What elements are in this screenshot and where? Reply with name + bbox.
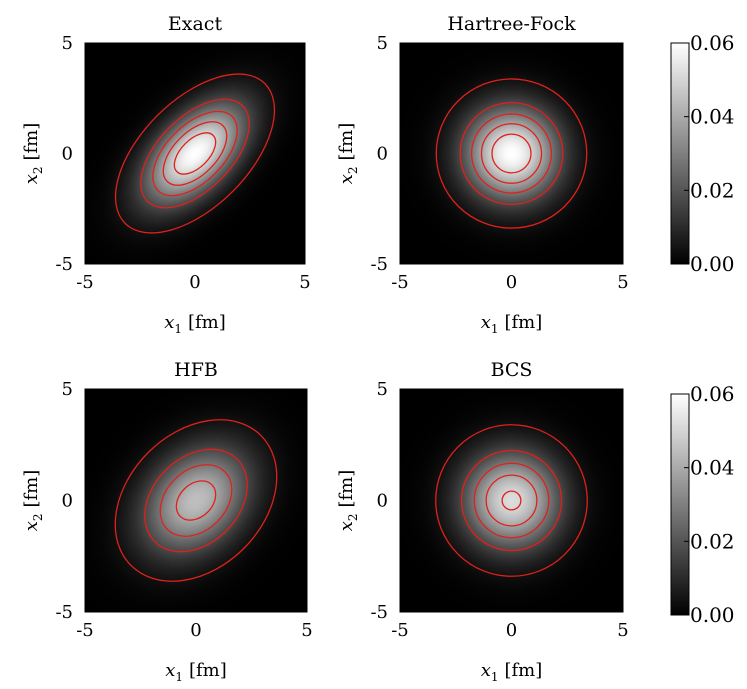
y-tick-label: -5: [55, 602, 73, 623]
x-tick-label: -5: [391, 272, 409, 293]
colorbar-gradient: [670, 393, 690, 616]
contour-line: [159, 464, 233, 537]
contour-line: [485, 474, 538, 527]
contour-line: [435, 78, 588, 229]
x-tick-label: 0: [189, 272, 200, 293]
x-axis-label: x1 [fm]: [481, 312, 543, 336]
x-axis-label: x1 [fm]: [164, 312, 226, 336]
y-tick-label: 0: [377, 491, 388, 512]
y-tick-label: 0: [377, 144, 388, 165]
contour-line: [144, 448, 248, 553]
panel-bcs: BCS -5 0 5 -5 0 5 x1 [fm] x2[fm]: [336, 359, 629, 684]
x-tick-label: -5: [76, 620, 94, 641]
y-tick-label: 5: [62, 379, 73, 400]
panel-title: Hartree-Fock: [447, 13, 576, 35]
plot-frame: [399, 388, 624, 613]
x-tick-label: 0: [506, 272, 517, 293]
x-tick-label: 0: [190, 620, 201, 641]
colorbar-tick-label: 0.06: [690, 382, 735, 406]
x-axis-label: x1 [fm]: [481, 660, 543, 684]
contour-line: [470, 113, 553, 194]
contour-line: [459, 101, 564, 206]
colorbar-tick-label: 0.04: [690, 105, 735, 129]
colorbar-tick-label: 0.00: [690, 603, 735, 627]
panel-hartree-fock: Hartree-Fock -5 0 5 -5 0 5 x1 [fm] x2[fm]: [336, 13, 629, 336]
x-tick-label: 5: [299, 272, 310, 293]
y-tick-label: -5: [370, 602, 388, 623]
contour-line: [152, 110, 238, 197]
y-axis-label: x2[fm]: [336, 123, 360, 185]
colorbar-tick-label: 0.02: [690, 529, 735, 553]
density-heatmap: [400, 389, 623, 612]
panel-title: Exact: [168, 13, 223, 35]
y-tick-label: 5: [377, 33, 388, 54]
colorbar-tick-label: 0.02: [690, 178, 735, 202]
y-tick-label: 0: [62, 144, 73, 165]
y-tick-label: -5: [55, 254, 73, 275]
panel-title: HFB: [174, 359, 218, 381]
density-heatmap: [400, 43, 623, 264]
contour-line: [114, 419, 278, 582]
x-tick-label: 5: [617, 620, 628, 641]
contour-line: [162, 121, 228, 186]
x-tick-label: 0: [506, 620, 517, 641]
colorbar: 0.00 0.02 0.04 0.06: [670, 31, 735, 276]
x-axis-label: x1 [fm]: [165, 660, 227, 684]
colorbar-gradient: [670, 42, 690, 265]
panel-exact: Exact -5 0 5 -5 0 5 x1 [fm] x2[fm]: [21, 13, 311, 336]
contour-line: [175, 480, 217, 521]
contour-line: [435, 424, 588, 577]
density-heatmap: [85, 43, 305, 264]
contour-line: [140, 98, 250, 209]
colorbar-tick-label: 0.04: [690, 456, 735, 480]
panel-hfb: HFB -5 0 5 -5 0 5 x1 [fm] x2[fm]: [21, 359, 313, 684]
contour-line: [501, 490, 522, 511]
plot-frame: [399, 42, 624, 265]
y-tick-label: 5: [62, 33, 73, 54]
colorbar-tick-label: 0.06: [690, 31, 735, 55]
colorbar: 0.00 0.02 0.04 0.06: [670, 382, 735, 627]
y-tick-label: 0: [62, 491, 73, 512]
y-axis-label: x2[fm]: [21, 470, 45, 532]
contour-line: [473, 462, 550, 539]
x-tick-label: -5: [76, 272, 94, 293]
density-heatmap: [85, 389, 307, 612]
x-tick-label: 5: [617, 272, 628, 293]
y-axis-label: x2[fm]: [21, 123, 45, 185]
contour-line: [114, 73, 276, 234]
contour-line: [173, 132, 217, 175]
y-tick-label: -5: [370, 254, 388, 275]
contour-line: [480, 123, 543, 184]
contour-line: [491, 133, 532, 174]
y-tick-label: 5: [377, 379, 388, 400]
x-tick-label: -5: [391, 620, 409, 641]
y-axis-label: x2[fm]: [336, 470, 360, 532]
x-tick-label: 5: [301, 620, 312, 641]
plot-frame: [84, 388, 308, 613]
contour-line: [460, 449, 563, 552]
panel-title: BCS: [491, 359, 533, 381]
colorbar-tick-label: 0.00: [690, 252, 735, 276]
plot-frame: [84, 42, 306, 265]
